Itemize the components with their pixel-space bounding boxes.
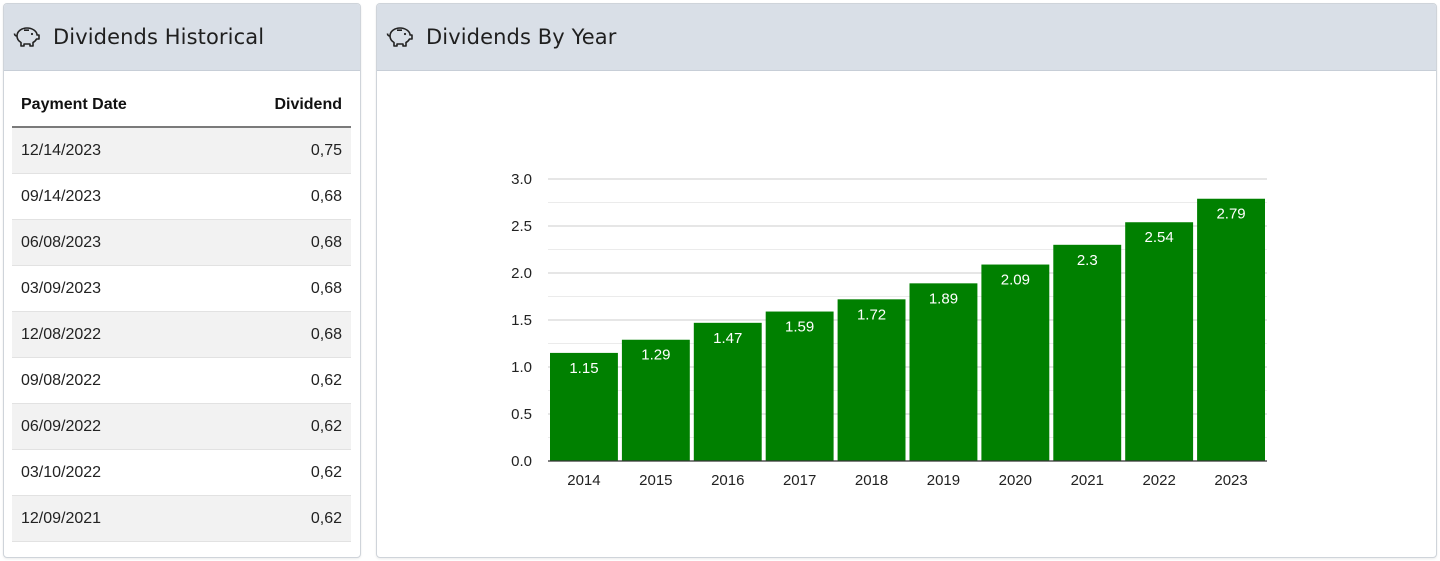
bar [981,264,1050,461]
payment-date-cell: 12/14/2023 [12,127,213,174]
payment-date-cell: 12/08/2022 [12,311,213,358]
dividend-cell: 0,68 [212,219,351,266]
bar-value-label: 1.15 [569,360,598,377]
bar-value-label: 2.3 [1077,252,1098,269]
x-tick-label: 2021 [1071,472,1104,489]
bar [621,339,690,461]
y-tick-label: 1.0 [511,359,532,376]
bar [837,299,906,461]
x-tick-label: 2015 [639,472,672,489]
dividend-cell: 0,62 [212,495,351,542]
bar-value-label: 2.09 [1001,272,1030,289]
x-tick-label: 2017 [783,472,816,489]
table-row: 09/14/2023 0,68 [12,173,351,220]
dividends-table: Payment Date Dividend 12/14/2023 0,75 09/… [12,84,351,542]
table-row: 03/09/2023 0,68 [12,265,351,312]
table-row: 12/08/2022 0,68 [12,311,351,358]
table-row: 06/08/2023 0,68 [12,219,351,266]
dividends-by-year-header: Dividends By Year [377,4,1436,71]
bar-value-label: 1.59 [785,319,814,336]
dividend-cell: 0,68 [212,265,351,312]
x-tick-label: 2014 [567,472,600,489]
card-title: Dividends Historical [53,25,265,49]
payment-date-cell: 12/09/2021 [12,495,213,542]
dividend-cell: 0,62 [212,403,351,450]
payment-date-cell: 06/08/2023 [12,219,213,266]
bar [1197,198,1265,461]
bar [765,311,834,461]
payment-date-cell: 09/08/2022 [12,357,213,404]
table-row: 06/09/2022 0,62 [12,403,351,450]
dividend-cell: 0,75 [212,127,351,174]
dividend-cell: 0,62 [212,449,351,496]
y-tick-label: 2.0 [511,265,532,282]
payment-date-cell: 06/09/2022 [12,403,213,450]
bar-value-label: 2.79 [1216,206,1245,223]
bar [1053,244,1122,461]
x-tick-label: 2020 [999,472,1032,489]
x-tick-label: 2019 [927,472,960,489]
table-header-row: Payment Date Dividend [12,84,351,128]
y-tick-label: 2.5 [511,218,532,235]
y-tick-label: 1.5 [511,312,532,329]
dividend-cell: 0,62 [212,357,351,404]
x-tick-label: 2023 [1214,472,1247,489]
payment-date-cell: 09/14/2023 [12,173,213,220]
bar-value-label: 1.29 [641,347,670,364]
dividends-by-year-chart: 0.0 0.5 1.0 1.5 2.0 2.5 3.0 1.15 2014 1.29 2015 1.4… [511,171,1267,489]
bar-value-label: 1.89 [929,290,958,307]
piggy-bank-icon [386,25,414,49]
table-row: 09/08/2022 0,62 [12,357,351,404]
column-header-payment-date[interactable]: Payment Date [12,84,213,128]
y-tick-label: 0.5 [511,406,532,423]
piggy-bank-icon [13,25,41,49]
bar-value-label: 1.72 [857,306,886,323]
x-tick-label: 2016 [711,472,744,489]
table-row: 12/14/2023 0,75 [12,127,351,174]
bar-value-label: 2.54 [1145,229,1174,246]
bar [693,322,762,461]
y-tick-label: 3.0 [511,171,532,188]
table-row: 03/10/2022 0,62 [12,449,351,496]
dividends-by-year-card: Dividends By Year 0.0 0.5 1.0 1.5 2.0 2.5 3.0 1… [376,3,1437,558]
bar [550,352,618,461]
dividends-historical-header: Dividends Historical [4,4,360,71]
payment-date-cell: 03/09/2023 [12,265,213,312]
dividends-historical-card: Dividends Historical Payment Date Divide… [3,3,361,558]
table-row: 12/09/2021 0,62 [12,495,351,542]
bar-value-label: 1.47 [713,330,742,347]
y-tick-label: 0.0 [511,453,532,470]
column-header-dividend[interactable]: Dividend [212,84,351,128]
bar [1125,222,1194,461]
dividend-cell: 0,68 [212,173,351,220]
x-tick-label: 2018 [855,472,888,489]
payment-date-cell: 03/10/2022 [12,449,213,496]
card-title: Dividends By Year [426,25,617,49]
bar [909,283,978,461]
x-tick-label: 2022 [1142,472,1175,489]
dividend-cell: 0,68 [212,311,351,358]
